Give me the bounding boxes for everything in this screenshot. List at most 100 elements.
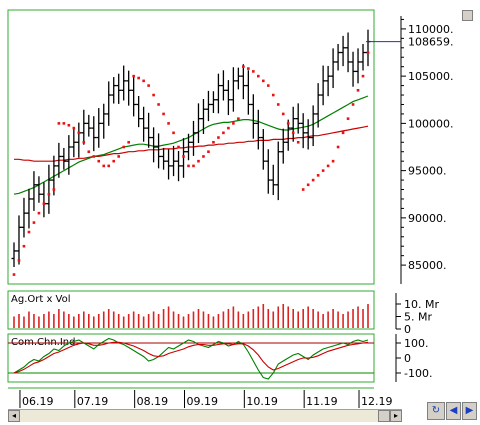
scroll-left-icon[interactable]: ◂ bbox=[8, 410, 20, 422]
volume-tick-label: 5. Mr bbox=[404, 311, 432, 324]
refresh-icon[interactable]: ↻ bbox=[427, 402, 445, 420]
last-price-label: 108659. bbox=[408, 36, 454, 49]
sar-dot bbox=[67, 123, 71, 127]
sar-dot bbox=[72, 126, 76, 130]
sar-dot bbox=[157, 103, 160, 106]
ohlc-bar bbox=[230, 67, 236, 112]
scroll-right-icon[interactable]: ▸ bbox=[390, 410, 402, 422]
ohlc-bar bbox=[56, 142, 62, 178]
next-icon[interactable]: ▶ bbox=[462, 402, 477, 420]
price-tick-label: 95000. bbox=[408, 165, 447, 178]
sar-dot bbox=[132, 74, 135, 78]
ohlc-bar bbox=[131, 76, 137, 117]
time-tick-label: 07.19 bbox=[77, 395, 109, 408]
sar-dot bbox=[152, 93, 155, 97]
ohlc-bar bbox=[146, 112, 152, 148]
ohlc-bar bbox=[275, 141, 281, 201]
scroll-thumb[interactable] bbox=[378, 410, 390, 422]
sar-dot bbox=[271, 93, 275, 97]
sar-dot bbox=[356, 89, 360, 92]
sar-dot bbox=[286, 122, 290, 125]
ohlc-bar bbox=[225, 80, 231, 116]
ohlc-bar bbox=[171, 145, 177, 177]
ohlc-bar bbox=[61, 147, 67, 170]
ohlc-bar bbox=[280, 128, 286, 164]
price-tick-label: 85000. bbox=[408, 259, 447, 272]
ohlc-bar bbox=[305, 119, 311, 150]
sar-dot bbox=[316, 174, 320, 177]
ohlc-bar bbox=[245, 70, 251, 115]
ohlc-bar bbox=[126, 70, 132, 106]
ohlc-bar bbox=[265, 149, 271, 194]
volume-tick-label: 10. Mr bbox=[404, 298, 439, 311]
time-tick-label: 11.19 bbox=[306, 395, 338, 408]
ohlc-bar bbox=[46, 164, 52, 214]
ohlc-bar bbox=[215, 73, 221, 114]
sar-dot bbox=[281, 112, 285, 116]
ohlc-bar bbox=[166, 149, 172, 180]
sar-dot bbox=[212, 140, 215, 144]
volume-tick-label: 0 bbox=[404, 323, 411, 336]
ohlc-bar bbox=[365, 29, 371, 67]
ohlc-bar bbox=[81, 109, 87, 145]
sar-dot bbox=[42, 202, 46, 205]
time-scrollbar[interactable]: ◂ ▸ bbox=[8, 409, 402, 422]
sar-dot bbox=[311, 178, 315, 182]
sar-dot bbox=[242, 65, 245, 68]
ohlc-bar bbox=[16, 215, 22, 265]
ohlc-bar bbox=[300, 113, 306, 149]
sar-dot bbox=[147, 84, 150, 87]
ohlc-bar bbox=[121, 65, 127, 101]
ohlc-bar bbox=[310, 105, 316, 147]
ohlc-bar bbox=[86, 114, 92, 137]
ohlc-bar bbox=[71, 126, 77, 158]
sar-dot bbox=[97, 159, 101, 163]
sar-dot bbox=[52, 188, 56, 191]
sar-dot bbox=[247, 67, 250, 70]
ohlc-bar bbox=[250, 94, 256, 139]
sar-dot bbox=[366, 51, 370, 54]
sar-dot bbox=[202, 155, 205, 158]
ohlc-bar bbox=[290, 106, 296, 142]
sar-dot bbox=[62, 122, 66, 125]
sar-dot bbox=[37, 211, 41, 215]
ohlc-bar bbox=[186, 133, 192, 161]
sar-dot bbox=[47, 192, 51, 196]
sar-dot bbox=[361, 74, 365, 78]
price-tick-label: 105000. bbox=[408, 70, 454, 83]
cci-signal-line bbox=[13, 341, 369, 374]
previous-icon[interactable]: ◀ bbox=[446, 402, 461, 420]
ohlc-bar bbox=[31, 171, 37, 211]
sar-dot bbox=[197, 159, 200, 163]
sar-dot bbox=[167, 122, 170, 125]
green-moving-average-line bbox=[13, 95, 369, 195]
sar-dot bbox=[232, 122, 235, 125]
ohlc-bar bbox=[11, 242, 17, 267]
sar-dot bbox=[237, 117, 240, 120]
ohlc-bar bbox=[96, 108, 102, 148]
ohlc-bar bbox=[136, 95, 142, 128]
panel-toggle-icon[interactable] bbox=[462, 10, 473, 21]
ohlc-bar bbox=[111, 77, 117, 104]
sar-dot bbox=[252, 70, 255, 73]
red-moving-average-line bbox=[14, 125, 369, 162]
sar-dot bbox=[261, 79, 265, 83]
cci-line bbox=[13, 337, 369, 380]
sar-dot bbox=[222, 131, 225, 135]
ohlc-bar bbox=[176, 150, 182, 182]
sar-dot bbox=[17, 259, 21, 262]
ohlc-bar bbox=[360, 44, 366, 71]
sar-dot bbox=[301, 188, 305, 191]
ohlc-bar bbox=[101, 103, 107, 139]
time-tick-label: 10.19 bbox=[246, 395, 277, 408]
sar-dot bbox=[107, 164, 111, 168]
volume-panel bbox=[7, 290, 375, 330]
price-tick-label: 110000. bbox=[408, 23, 454, 36]
sar-dot bbox=[227, 126, 230, 130]
ohlc-bar bbox=[36, 176, 42, 203]
sar-dot bbox=[217, 136, 220, 139]
ohlc-bar bbox=[181, 138, 187, 178]
ohlc-bar bbox=[325, 65, 331, 97]
